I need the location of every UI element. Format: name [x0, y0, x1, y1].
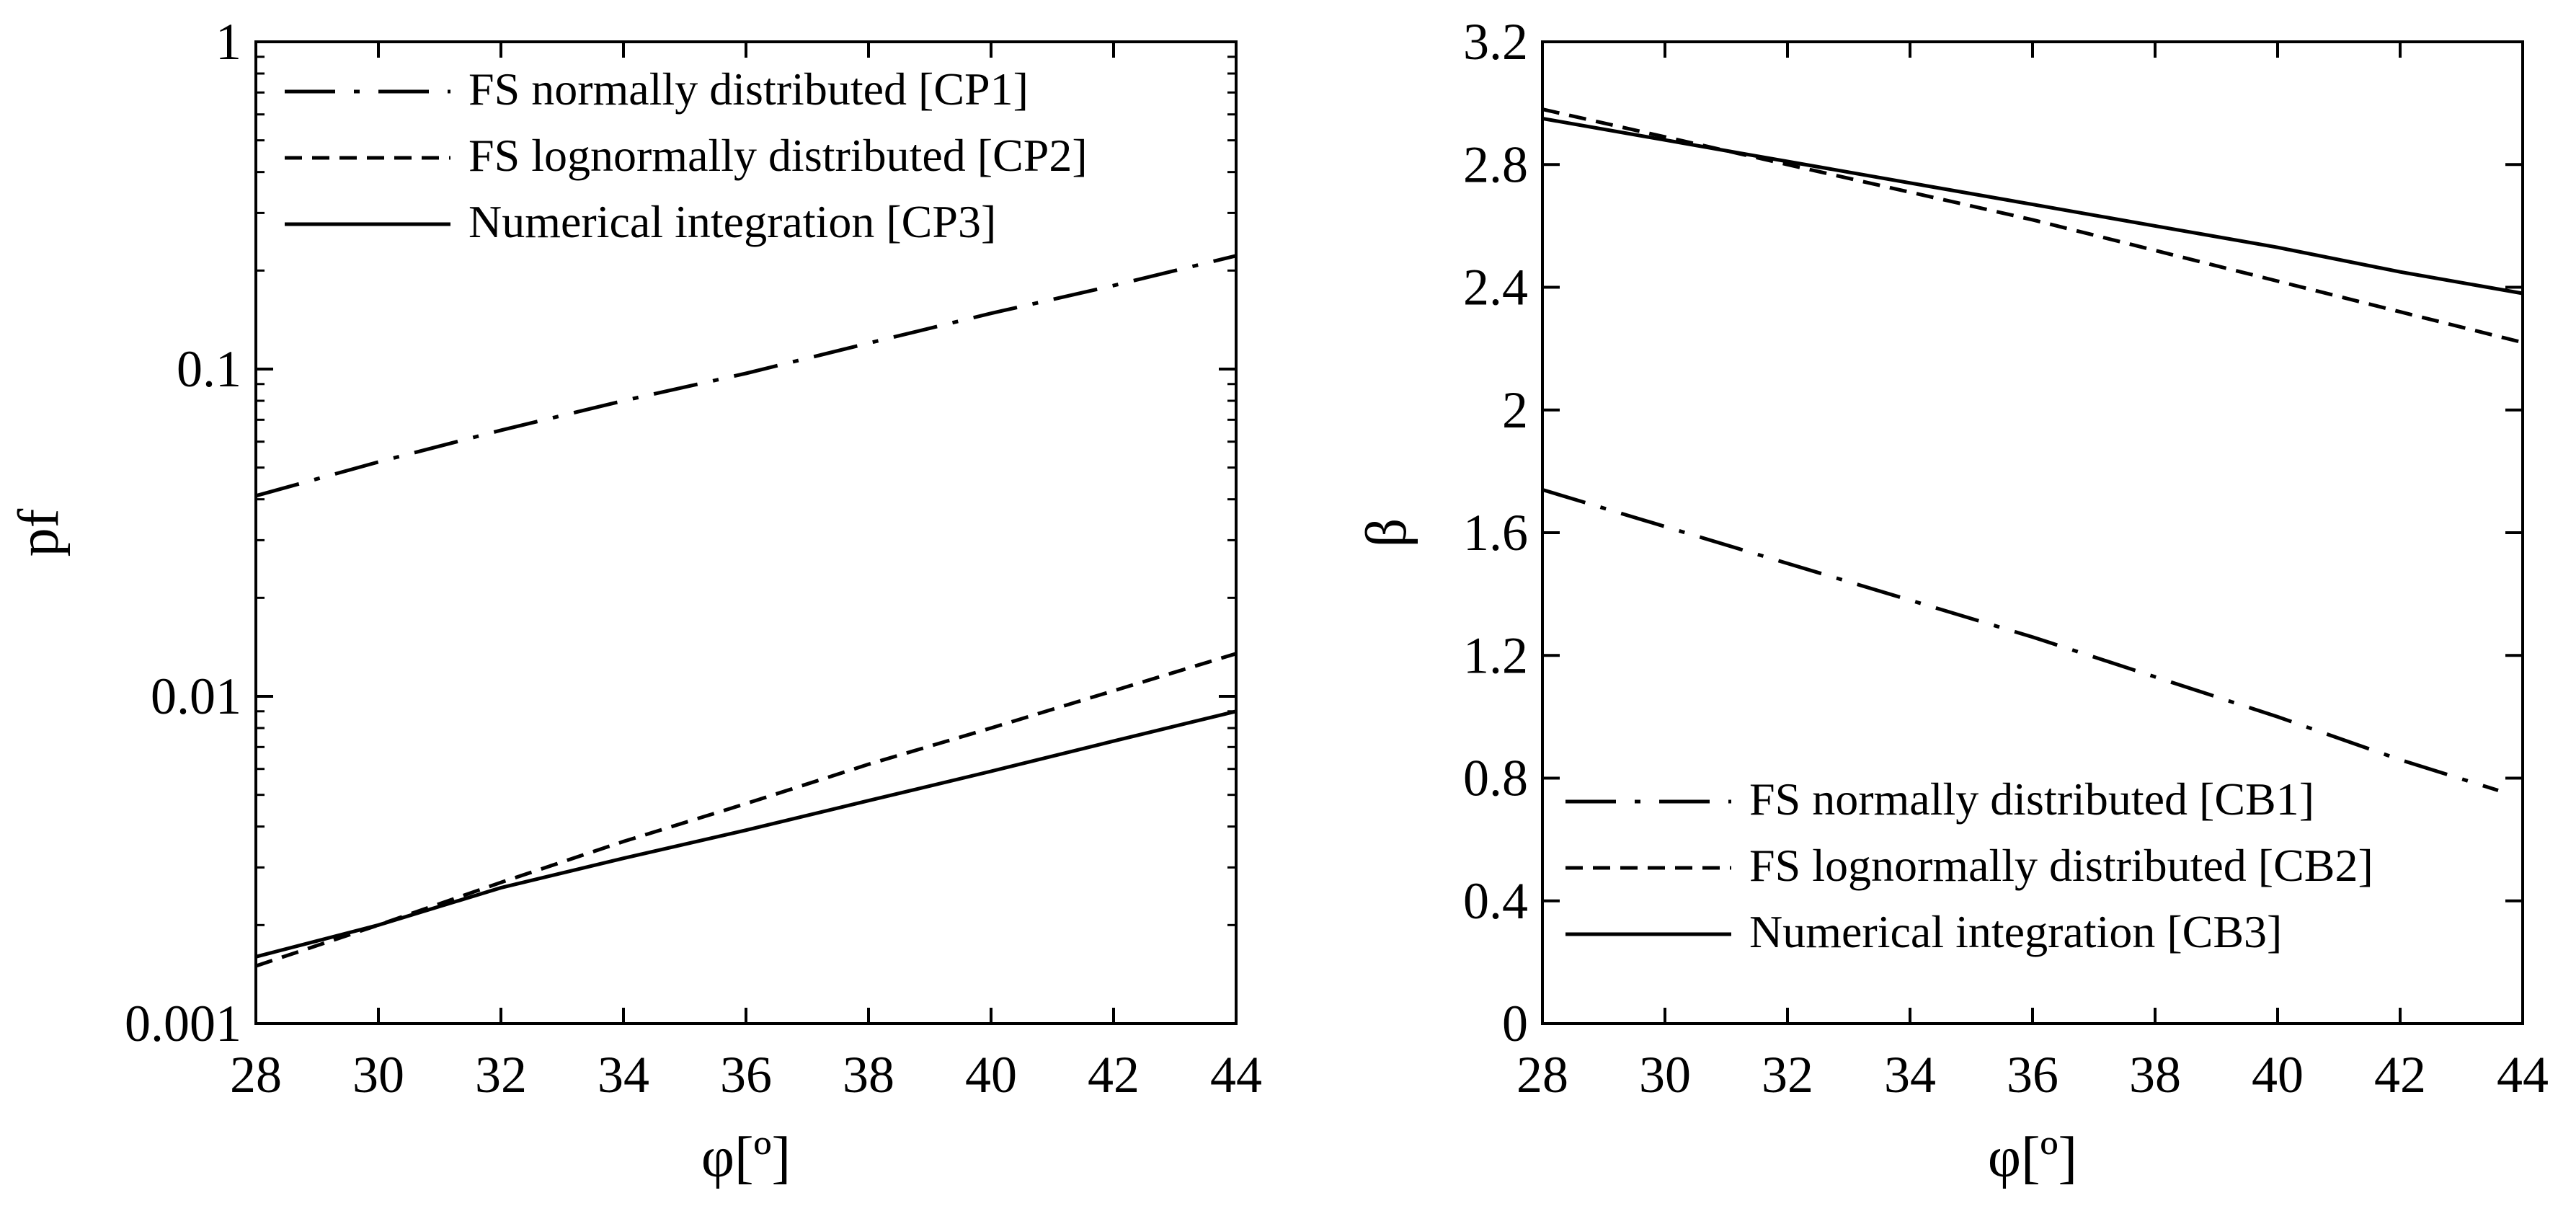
legend-label-3: Numerical integration [CB3]: [1749, 906, 2282, 957]
y-tick-label: 0: [1502, 995, 1528, 1052]
x-tick-label: 32: [475, 1046, 527, 1104]
x-tick-label: 34: [598, 1046, 649, 1104]
x-tick-label: 30: [352, 1046, 404, 1104]
x-tick-label: 44: [1210, 1046, 1262, 1104]
series-line-1: [1542, 488, 2499, 792]
chart-left-pf: 28 30 32 34 36 38 40 42 44 0.001 0.01 0.1 1 φ[º] pf FS …: [7, 13, 1262, 1189]
x-tick-label: 28: [230, 1046, 282, 1104]
y-tick-label: 0.01: [151, 667, 241, 725]
x-tick-label: 32: [1762, 1046, 1813, 1104]
y-tick-label: 0.4: [1463, 872, 1528, 930]
plot-frame: [254, 40, 1238, 1025]
x-tick-label: 40: [965, 1046, 1017, 1104]
legend-label-2: FS lognormally distributed [CB2]: [1749, 840, 2373, 891]
x-tick-label: 28: [1516, 1046, 1568, 1104]
y-tick-label: 0.001: [125, 995, 241, 1052]
series-line-3: [1542, 116, 2523, 296]
x-tick-label: 30: [1639, 1046, 1691, 1104]
legend-label-3: Numerical integration [CP3]: [468, 196, 996, 247]
x-tick-label: 44: [2497, 1046, 2549, 1104]
x-tick-label: 42: [2374, 1046, 2426, 1104]
y-tick-label: 2: [1502, 381, 1528, 439]
x-tick-label: 36: [2007, 1046, 2058, 1104]
series-line-1: [255, 254, 1237, 498]
y-axis-title: pf: [7, 508, 71, 556]
y-tick-label: 0.1: [177, 340, 241, 398]
y-tick-label: 2.4: [1463, 259, 1528, 316]
legend-label-2: FS lognormally distributed [CP2]: [468, 130, 1088, 181]
legend-label-1: FS normally distributed [CB1]: [1749, 773, 2314, 825]
chart-right-beta: 28 30 32 34 36 38 40 42 44 0 0.4 0.8 1.2 1.6 2 2.4 2.8 3.…: [1355, 13, 2549, 1189]
x-axis-title: φ[º]: [701, 1126, 791, 1189]
y-tick-label: 1.6: [1463, 504, 1528, 562]
y-axis-title: β: [1355, 518, 1418, 548]
y-tick-label: 2.8: [1463, 136, 1528, 193]
y-tick-label: 1: [216, 13, 241, 71]
x-axis-title: φ[º]: [1988, 1126, 2077, 1189]
x-tick-label: 36: [720, 1046, 772, 1104]
series-line-3: [255, 709, 1237, 959]
x-tick-label: 40: [2252, 1046, 2304, 1104]
x-tick-label: 38: [843, 1046, 894, 1104]
legend-label-1: FS normally distributed [CP1]: [468, 63, 1029, 115]
x-tick-label: 42: [1088, 1046, 1140, 1104]
y-tick-label: 1.2: [1463, 626, 1528, 684]
x-tick-label: 38: [2129, 1046, 2181, 1104]
x-tick-label: 34: [1884, 1046, 1936, 1104]
y-tick-label: 3.2: [1463, 13, 1528, 71]
y-tick-label: 0.8: [1463, 750, 1528, 807]
